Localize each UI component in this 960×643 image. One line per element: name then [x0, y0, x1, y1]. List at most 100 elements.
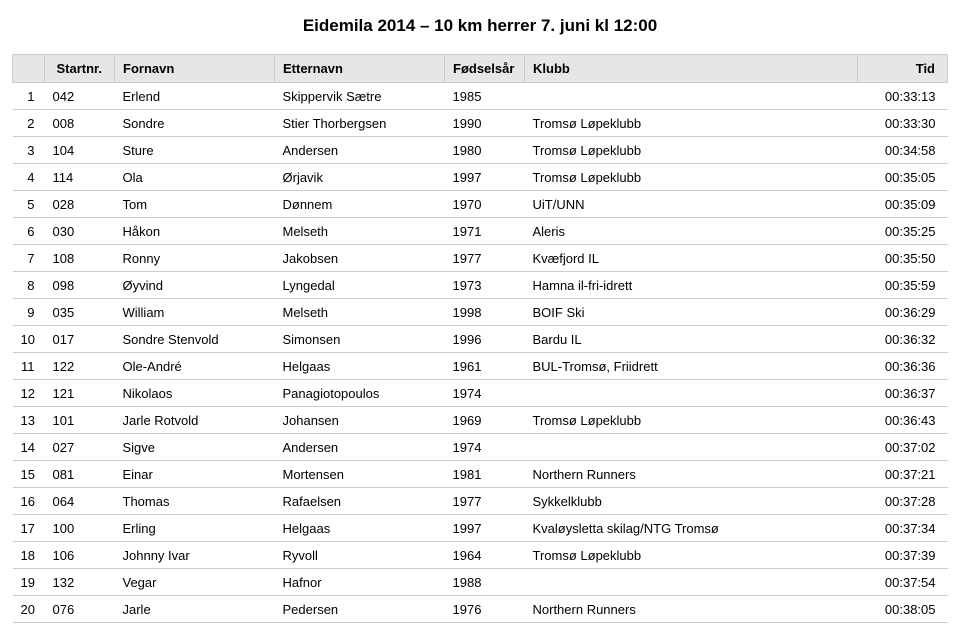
- table-row: 19132VegarHafnor198800:37:54: [13, 569, 948, 596]
- cell-ar: 1976: [445, 596, 525, 623]
- cell-etternavn: Ryvoll: [275, 542, 445, 569]
- cell-fornavn: Jarle: [115, 596, 275, 623]
- cell-fornavn: Erling: [115, 515, 275, 542]
- table-row: 3104StureAndersen1980Tromsø Løpeklubb00:…: [13, 137, 948, 164]
- col-startnr-header: Startnr.: [45, 55, 115, 83]
- table-row: 18106Johnny IvarRyvoll1964Tromsø Løpeklu…: [13, 542, 948, 569]
- cell-fornavn: William: [115, 299, 275, 326]
- cell-startnr: 076: [45, 596, 115, 623]
- cell-ar: 1997: [445, 164, 525, 191]
- cell-klubb: Northern Runners: [525, 596, 858, 623]
- cell-ar: 1974: [445, 434, 525, 461]
- cell-fornavn: Sture: [115, 137, 275, 164]
- cell-ar: 1988: [445, 569, 525, 596]
- cell-ar: 1981: [445, 461, 525, 488]
- table-row: 16064ThomasRafaelsen1977Sykkelklubb00:37…: [13, 488, 948, 515]
- cell-etternavn: Andersen: [275, 137, 445, 164]
- table-row: 5028TomDønnem1970UiT/UNN00:35:09: [13, 191, 948, 218]
- table-row: 7108RonnyJakobsen1977Kvæfjord IL00:35:50: [13, 245, 948, 272]
- cell-etternavn: Mortensen: [275, 461, 445, 488]
- cell-etternavn: Johansen: [275, 407, 445, 434]
- cell-etternavn: Skippervik Sætre: [275, 83, 445, 110]
- cell-etternavn: Jakobsen: [275, 245, 445, 272]
- cell-klubb: BOIF Ski: [525, 299, 858, 326]
- cell-etternavn: Melseth: [275, 299, 445, 326]
- cell-fornavn: Jarle Rotvold: [115, 407, 275, 434]
- cell-startnr: 017: [45, 326, 115, 353]
- cell-startnr: 042: [45, 83, 115, 110]
- cell-startnr: 064: [45, 488, 115, 515]
- cell-fornavn: Erlend: [115, 83, 275, 110]
- cell-etternavn: Melseth: [275, 218, 445, 245]
- cell-startnr: 122: [45, 353, 115, 380]
- cell-klubb: [525, 569, 858, 596]
- cell-klubb: Aleris: [525, 218, 858, 245]
- cell-ar: 1973: [445, 272, 525, 299]
- cell-rank: 2: [13, 110, 45, 137]
- cell-rank: 10: [13, 326, 45, 353]
- cell-fornavn: Sigve: [115, 434, 275, 461]
- table-row: 20076JarlePedersen1976Northern Runners00…: [13, 596, 948, 623]
- cell-etternavn: Panagiotopoulos: [275, 380, 445, 407]
- cell-startnr: 114: [45, 164, 115, 191]
- cell-etternavn: Simonsen: [275, 326, 445, 353]
- table-row: 14027SigveAndersen197400:37:02: [13, 434, 948, 461]
- cell-rank: 20: [13, 596, 45, 623]
- col-tid-header: Tid: [858, 55, 948, 83]
- cell-ar: 1990: [445, 110, 525, 137]
- col-rank-header: [13, 55, 45, 83]
- table-row: 1042ErlendSkippervik Sætre198500:33:13: [13, 83, 948, 110]
- cell-klubb: Tromsø Løpeklubb: [525, 137, 858, 164]
- cell-etternavn: Ørjavik: [275, 164, 445, 191]
- cell-tid: 00:37:02: [858, 434, 948, 461]
- cell-tid: 00:35:05: [858, 164, 948, 191]
- cell-ar: 1974: [445, 380, 525, 407]
- table-row: 17100ErlingHelgaas1997Kvaløysletta skila…: [13, 515, 948, 542]
- cell-etternavn: Stier Thorbergsen: [275, 110, 445, 137]
- cell-startnr: 101: [45, 407, 115, 434]
- cell-startnr: 030: [45, 218, 115, 245]
- cell-fornavn: Ronny: [115, 245, 275, 272]
- cell-rank: 19: [13, 569, 45, 596]
- cell-tid: 00:36:29: [858, 299, 948, 326]
- cell-klubb: Tromsø Løpeklubb: [525, 164, 858, 191]
- cell-klubb: Kvæfjord IL: [525, 245, 858, 272]
- cell-ar: 1998: [445, 299, 525, 326]
- cell-klubb: [525, 83, 858, 110]
- table-row: 9035WilliamMelseth1998BOIF Ski00:36:29: [13, 299, 948, 326]
- cell-etternavn: Helgaas: [275, 353, 445, 380]
- cell-fornavn: Vegar: [115, 569, 275, 596]
- cell-ar: 1971: [445, 218, 525, 245]
- table-row: 8098ØyvindLyngedal1973Hamna il-fri-idret…: [13, 272, 948, 299]
- table-header-row: Startnr. Fornavn Etternavn Fødselsår Klu…: [13, 55, 948, 83]
- cell-rank: 15: [13, 461, 45, 488]
- cell-startnr: 035: [45, 299, 115, 326]
- cell-tid: 00:36:32: [858, 326, 948, 353]
- cell-rank: 6: [13, 218, 45, 245]
- cell-startnr: 027: [45, 434, 115, 461]
- cell-tid: 00:35:59: [858, 272, 948, 299]
- cell-etternavn: Hafnor: [275, 569, 445, 596]
- cell-etternavn: Dønnem: [275, 191, 445, 218]
- table-row: 11122Ole-AndréHelgaas1961BUL-Tromsø, Fri…: [13, 353, 948, 380]
- cell-startnr: 098: [45, 272, 115, 299]
- cell-fornavn: Tom: [115, 191, 275, 218]
- cell-startnr: 100: [45, 515, 115, 542]
- cell-fornavn: Håkon: [115, 218, 275, 245]
- cell-tid: 00:35:25: [858, 218, 948, 245]
- cell-startnr: 008: [45, 110, 115, 137]
- col-ar-header: Fødselsår: [445, 55, 525, 83]
- cell-fornavn: Ole-André: [115, 353, 275, 380]
- cell-klubb: Hamna il-fri-idrett: [525, 272, 858, 299]
- cell-rank: 18: [13, 542, 45, 569]
- cell-tid: 00:37:39: [858, 542, 948, 569]
- cell-tid: 00:37:34: [858, 515, 948, 542]
- cell-rank: 16: [13, 488, 45, 515]
- cell-fornavn: Sondre Stenvold: [115, 326, 275, 353]
- cell-fornavn: Thomas: [115, 488, 275, 515]
- cell-tid: 00:35:50: [858, 245, 948, 272]
- cell-ar: 1969: [445, 407, 525, 434]
- cell-tid: 00:36:43: [858, 407, 948, 434]
- cell-ar: 1977: [445, 488, 525, 515]
- cell-ar: 1961: [445, 353, 525, 380]
